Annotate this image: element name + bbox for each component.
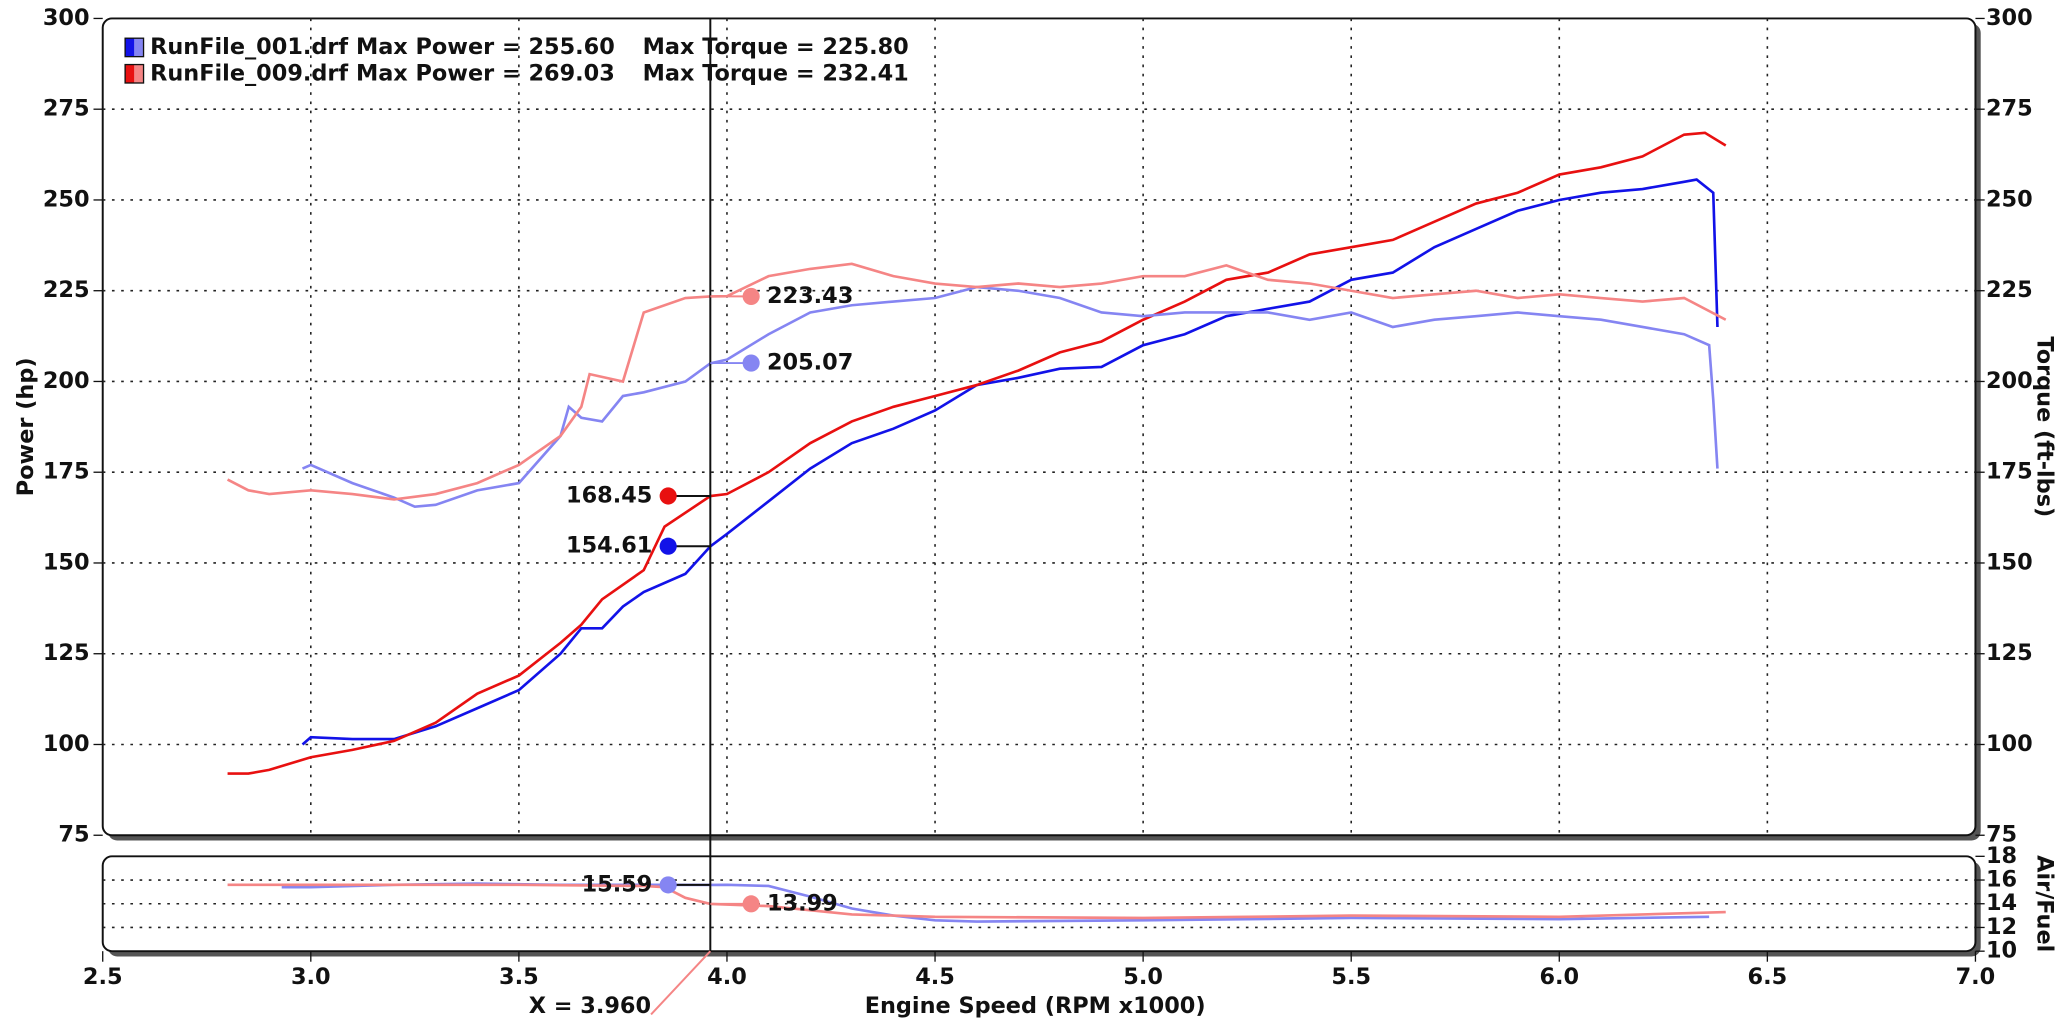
x-tick-label: 6.5	[1748, 964, 1788, 990]
y2-tick-label: 175	[1986, 459, 2033, 485]
afr-tick-label: 16	[1986, 867, 2017, 893]
x-tick-label: 4.5	[915, 964, 955, 990]
x-tick-label: 6.0	[1539, 964, 1579, 990]
readout-marker	[659, 537, 677, 555]
afr-tick-label: 10	[1986, 938, 2017, 964]
x-tick-label: 3.5	[499, 964, 539, 990]
y2-tick-label: 100	[1986, 731, 2033, 757]
y2-tick-label: 250	[1986, 186, 2033, 212]
readout-label: 205.07	[767, 350, 853, 376]
afr-tick-label: 12	[1986, 914, 2017, 940]
y2-tick-label: 275	[1986, 96, 2033, 122]
y2-tick-label: 150	[1986, 549, 2033, 575]
y-tick-label: 275	[43, 96, 90, 122]
legend-swatch-border	[124, 63, 145, 84]
readout-label: 15.59	[582, 871, 653, 897]
readout-label: 223.43	[767, 283, 853, 309]
y-tick-label: 75	[58, 822, 89, 848]
afr-frame	[101, 855, 1977, 953]
x-tick-label: 5.5	[1331, 964, 1371, 990]
x-axis-label: Engine Speed (RPM x1000)	[865, 993, 1206, 1019]
legend-label: RunFile_009.drf Max Power = 269.03	[150, 60, 615, 86]
readout-marker	[659, 876, 677, 894]
y2-tick-label: 300	[1986, 5, 2033, 31]
main-frame	[101, 17, 1977, 837]
y2-tick-label: 125	[1986, 640, 2033, 666]
x-tick-label: 3.0	[291, 964, 331, 990]
series-line	[301, 285, 1719, 509]
y-tick-label: 100	[43, 731, 90, 757]
x-tick-label: 4.0	[707, 964, 747, 990]
legend-swatch-border	[124, 37, 145, 58]
series-line	[226, 262, 1727, 501]
cursor-leader	[650, 950, 712, 1016]
cursor-label: X = 3.960	[529, 993, 651, 1019]
legend-torque: Max Torque = 232.41	[643, 60, 909, 86]
x-tick-label: 2.5	[83, 964, 123, 990]
readout-label: 154.61	[566, 533, 652, 559]
y2-tick-label: 75	[1986, 822, 2017, 848]
legend-label: RunFile_001.drf Max Power = 255.60	[150, 34, 615, 60]
y2-tick-label: 225	[1986, 277, 2033, 303]
readout-marker	[742, 354, 760, 372]
y-tick-label: 125	[43, 640, 90, 666]
afr-tick-label: 18	[1986, 843, 2017, 869]
y-tick-label: 225	[43, 277, 90, 303]
afr-tick-label: 14	[1986, 890, 2017, 916]
readout-label: 168.45	[566, 482, 652, 508]
y-tick-label: 200	[43, 368, 90, 394]
x-tick-label: 7.0	[1956, 964, 1996, 990]
legend-swatch	[125, 64, 135, 83]
y-tick-label: 250	[43, 186, 90, 212]
y-tick-label: 300	[43, 5, 90, 31]
legend-swatch	[134, 64, 144, 83]
readout-marker	[742, 895, 760, 913]
afr-axis-label: Air/Fuel	[2031, 855, 2057, 952]
y2-tick-label: 200	[1986, 368, 2033, 394]
series-line	[227, 883, 1726, 920]
series-line	[227, 131, 1727, 775]
x-tick-label: 5.0	[1123, 964, 1163, 990]
readout-marker	[742, 287, 760, 305]
y-tick-label: 150	[43, 549, 90, 575]
y-axis-label: Power (hp)	[13, 357, 39, 496]
readout-label: 13.99	[767, 890, 838, 916]
readout-marker	[659, 487, 677, 505]
y-tick-label: 175	[43, 459, 90, 485]
legend-swatch	[125, 38, 135, 57]
y2-axis-label: Torque (ft-lbs)	[2031, 336, 2057, 517]
legend-torque: Max Torque = 225.80	[643, 34, 909, 60]
legend-swatch	[134, 38, 144, 57]
